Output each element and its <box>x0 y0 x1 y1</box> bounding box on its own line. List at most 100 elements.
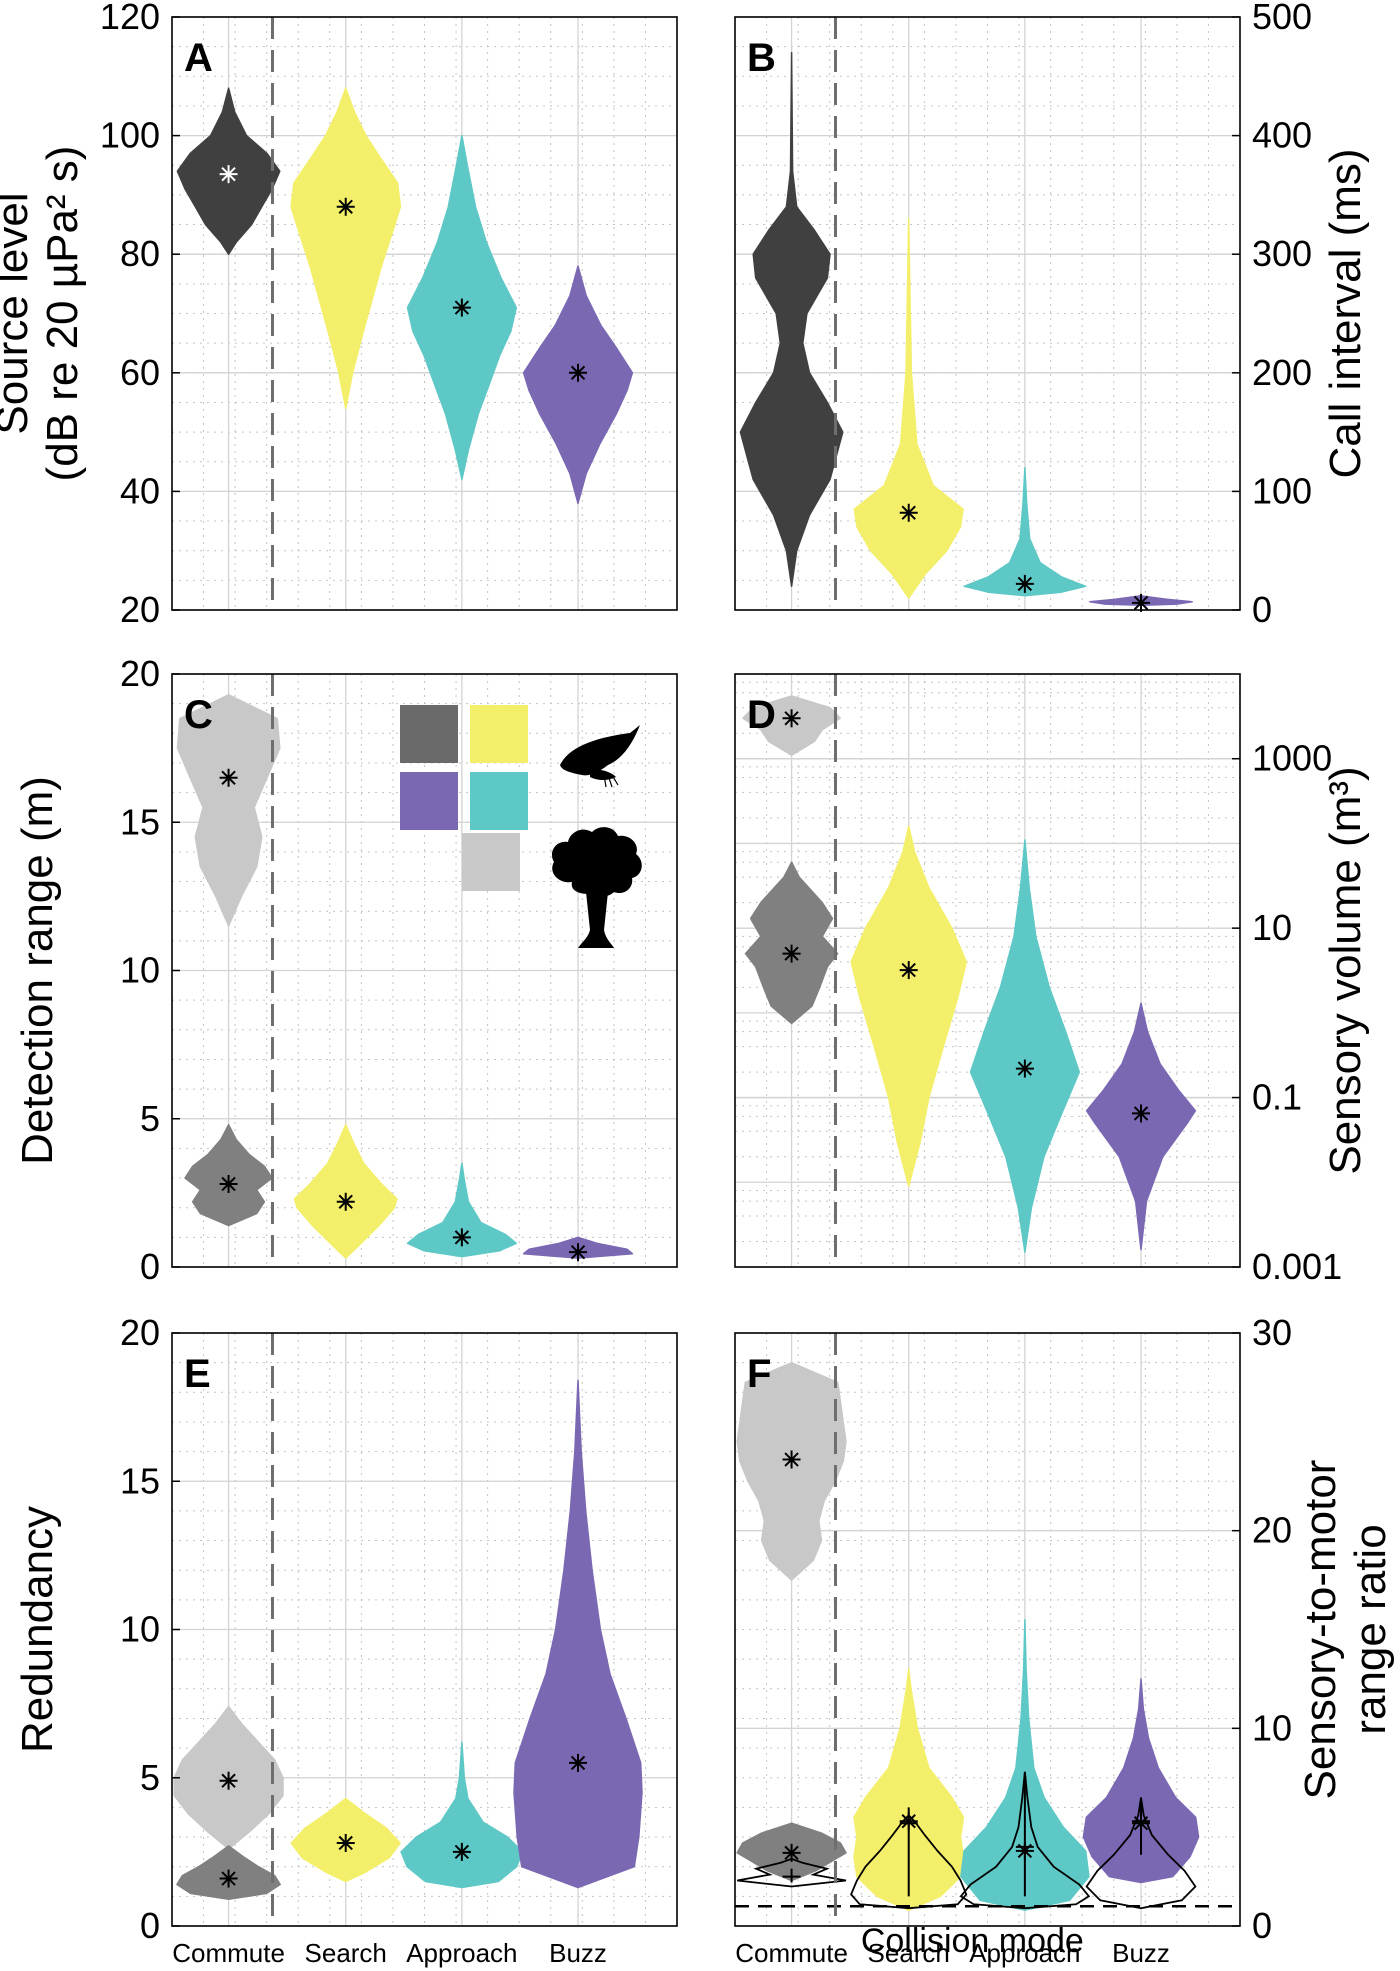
x-tick-label: Search <box>868 1938 950 1968</box>
axes-frame <box>734 16 1241 611</box>
y-axis-label: Redundancy <box>13 1506 62 1753</box>
panel-label: D <box>747 693 776 737</box>
y-tick-label: 10 <box>120 950 160 991</box>
violin-buzz <box>1082 1678 1200 1884</box>
y-tick-label: 5 <box>140 1757 160 1798</box>
panel-label: F <box>747 1352 771 1396</box>
y-tick-label: 80 <box>120 233 160 274</box>
y-axis-label: Sensory-to-motor <box>1296 1460 1345 1800</box>
median-marker <box>219 1869 238 1888</box>
panel-f: Collision mode 0 10 20 30 Sensory-to-motor ran… <box>734 1312 1395 1968</box>
y-tick-label: 0.001 <box>1252 1246 1342 1287</box>
legend-swatch <box>462 833 520 891</box>
median-marker <box>782 944 801 963</box>
axes-frame <box>734 1332 1241 1927</box>
y-axis-label: range ratio <box>1346 1524 1395 1734</box>
y-axis-label: Call interval (ms) <box>1321 148 1370 478</box>
median-marker <box>899 503 918 522</box>
y-axis-label: Source level <box>0 192 37 434</box>
x-tick-label: Approach <box>969 1938 1080 1968</box>
violin-commute <box>736 1361 847 1581</box>
y-axis-label: (dB re 20 µPa² s) <box>38 146 87 482</box>
violin-approach <box>969 839 1081 1253</box>
violin-approach <box>406 1162 518 1258</box>
panel-label: A <box>184 36 213 80</box>
panel-c: 0 5 10 15 20 Detection range (m) C <box>13 653 678 1287</box>
median-marker <box>1132 593 1151 612</box>
y-tick-label: 120 <box>100 0 160 37</box>
y-tick-label: 10 <box>120 1609 160 1650</box>
median-marker <box>569 363 588 382</box>
x-tick-label: Buzz <box>549 1938 607 1968</box>
y-tick-label: 15 <box>120 801 160 842</box>
median-marker <box>219 1174 238 1193</box>
y-tick-label: 100 <box>100 115 160 156</box>
median-marker <box>336 1833 355 1852</box>
y-tick-label: 60 <box>120 352 160 393</box>
legend-swatch <box>470 705 528 763</box>
y-tick-label: 40 <box>120 470 160 511</box>
y-tick-label: 100 <box>1252 470 1312 511</box>
median-marker <box>219 165 238 184</box>
panel-e: 0 5 10 15 20 Redundancy E Commute Search Approach… <box>13 1312 678 1968</box>
y-tick-label: 0 <box>140 1905 160 1946</box>
moth-icon <box>560 725 640 788</box>
violin-search <box>290 87 402 410</box>
violin-buzz <box>1085 1002 1197 1251</box>
y-tick-label: 20 <box>1252 1510 1292 1551</box>
y-tick-label: 0 <box>1252 1905 1272 1946</box>
y-tick-label: 20 <box>120 589 160 630</box>
axes-frame <box>734 673 1241 1268</box>
median-marker <box>569 1243 588 1262</box>
median-marker <box>452 298 471 317</box>
x-tick-label: Search <box>305 1938 387 1968</box>
y-tick-label: 0.1 <box>1252 1077 1302 1118</box>
median-marker <box>219 768 238 787</box>
y-tick-label: 20 <box>120 653 160 694</box>
legend-swatch <box>470 772 528 830</box>
y-axis-label: Sensory volume (m³) <box>1321 766 1370 1174</box>
median-marker <box>1015 574 1034 593</box>
tree-icon <box>551 827 642 948</box>
violin-search <box>850 825 968 1187</box>
y-tick-label: 20 <box>120 1312 160 1353</box>
median-marker <box>452 1842 471 1861</box>
median-marker <box>782 1450 801 1469</box>
legend-swatch <box>400 772 458 830</box>
y-tick-label: 10 <box>1252 907 1292 948</box>
y-tick-label: 10 <box>1252 1707 1292 1748</box>
outline-violin-commute <box>737 1857 847 1888</box>
violin-search <box>853 217 964 599</box>
median-marker <box>899 961 918 980</box>
median-marker <box>336 1192 355 1211</box>
outline-violin-buzz <box>1085 1797 1197 1910</box>
violin-commute <box>744 861 839 1025</box>
legend-swatch <box>400 705 458 763</box>
violin-approach <box>963 466 1087 597</box>
x-tick-label: Commute <box>735 1938 848 1968</box>
violin-search <box>293 1123 398 1259</box>
violin-commute <box>176 694 281 927</box>
median-marker <box>219 1771 238 1790</box>
median-marker <box>782 709 801 728</box>
y-tick-label: 200 <box>1252 352 1312 393</box>
collision-mode-label: Collision mode <box>861 1922 1084 1960</box>
median-marker <box>1015 1059 1034 1078</box>
y-tick-label: 5 <box>140 1098 160 1139</box>
panel-label: C <box>184 693 213 737</box>
violin-buzz <box>513 1379 643 1889</box>
y-tick-label: 15 <box>120 1460 160 1501</box>
y-tick-label: 1000 <box>1252 738 1332 779</box>
panel-label: B <box>747 36 776 80</box>
violin-commute <box>739 51 844 588</box>
panel-label: E <box>184 1352 211 1396</box>
panel-b: 0 100 200 300 400 500 Call interval (ms) B <box>734 0 1370 630</box>
y-tick-label: 0 <box>1252 589 1272 630</box>
x-tick-label: Approach <box>406 1938 517 1968</box>
panel-a: 20 40 60 80 100 120 Source level (dB re 20 µPa²… <box>0 0 678 630</box>
violin-approach <box>960 1618 1090 1911</box>
violin-buzz <box>522 265 634 505</box>
axes-frame <box>171 16 678 611</box>
